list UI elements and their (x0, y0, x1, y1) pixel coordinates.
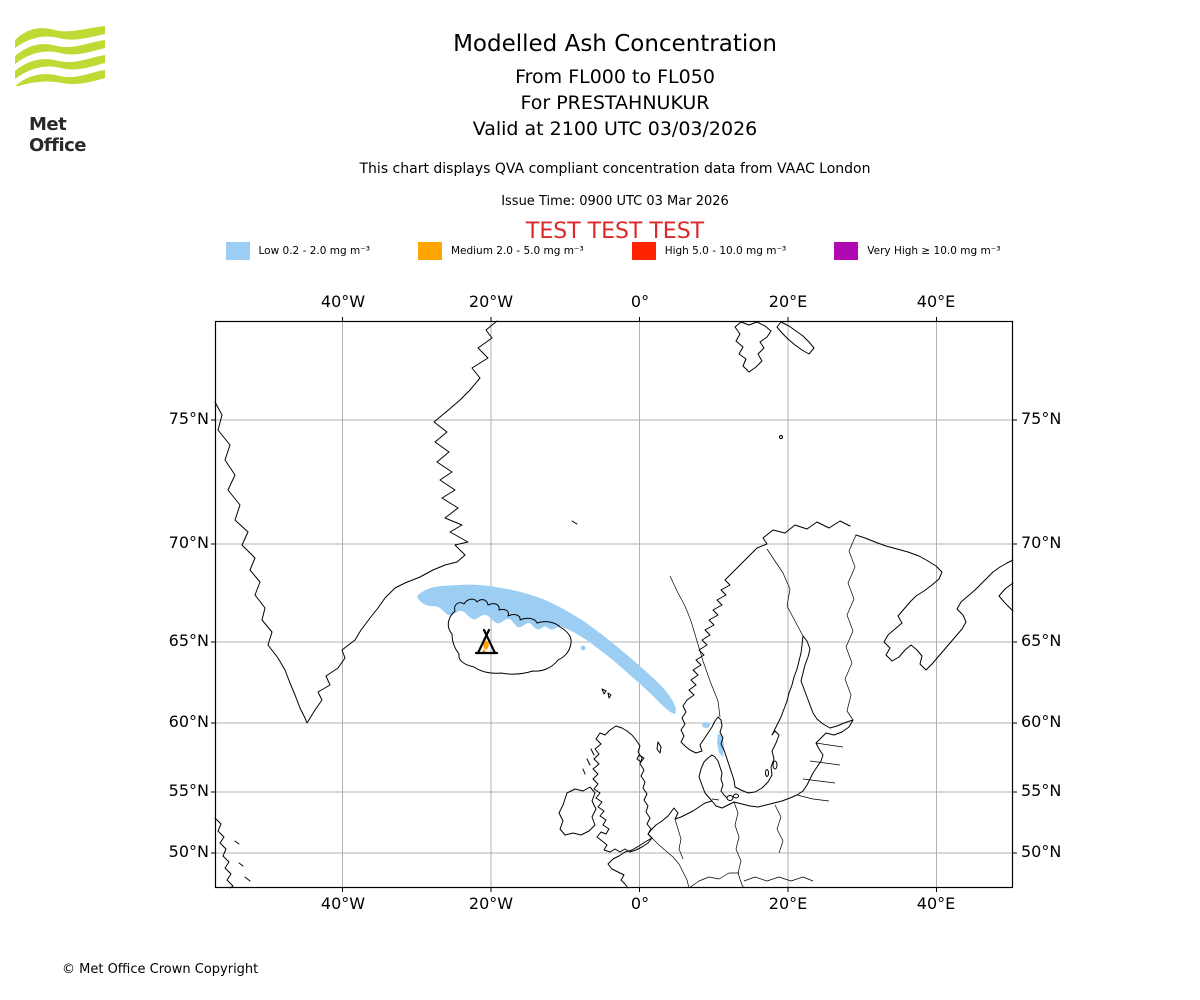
legend-swatch-high-icon (631, 242, 656, 260)
lon-label-bottom-40w: 40°W (320, 894, 366, 913)
coast-orkney (636, 754, 645, 763)
map (211, 317, 1017, 892)
coast-continental-europe (607, 800, 713, 889)
legend-item-low: Low 0.2 - 2.0 mg m⁻³ (225, 242, 370, 260)
legend-item-very-high: Very High ≥ 10.0 mg m⁻³ (834, 242, 1000, 260)
met-office-logo-waves (15, 26, 105, 86)
subtitle-volcano: For PRESTAHNUKUR (520, 92, 710, 114)
coast-denmark-zealand (726, 795, 734, 801)
coast-denmark-funen (733, 793, 739, 799)
country-borders (651, 534, 857, 889)
coast-kola-white-sea (855, 534, 1014, 671)
lon-label-top-40e: 40°E (916, 292, 956, 311)
lon-label-bottom-20w: 20°W (468, 894, 514, 913)
lon-label-bottom-40e: 40°E (916, 894, 956, 913)
coast-labrador (214, 817, 234, 889)
legend-item-medium: Medium 2.0 - 5.0 mg m⁻³ (417, 242, 584, 260)
axis-ticks (211, 317, 1017, 892)
coast-scandinavia (680, 520, 854, 809)
title-block: Modelled Ash Concentration From FL000 to… (190, 30, 1040, 244)
lon-label-top-20w: 20°W (468, 292, 514, 311)
coast-iceland (447, 598, 572, 675)
graticule (215, 321, 1013, 888)
lat-label-right-70n: 70°N (1021, 533, 1062, 552)
test-banner: TEST TEST TEST (525, 219, 705, 244)
coast-great-britain (592, 725, 653, 853)
met-office-logo-label: Met Office (29, 114, 87, 156)
lat-label-right-55n: 55°N (1021, 781, 1062, 800)
coast-svalbard (734, 321, 772, 373)
lon-label-top-40w: 40°W (320, 292, 366, 311)
map-frame (214, 320, 1014, 889)
lat-label-left-70n: 70°N (168, 533, 209, 552)
coast-russia-arm (998, 582, 1014, 612)
map-canvas (211, 317, 1017, 892)
lon-label-bottom-0: 0° (630, 894, 650, 913)
coast-svalbard-east (776, 321, 815, 355)
copyright-notice: © Met Office Crown Copyright (62, 962, 259, 977)
lat-label-left-65n: 65°N (168, 631, 209, 650)
lon-label-top-20e: 20°E (768, 292, 808, 311)
legend-label-low: Low 0.2 - 2.0 mg m⁻³ (258, 245, 370, 257)
lat-label-right-50n: 50°N (1021, 842, 1062, 861)
lat-label-left-75n: 75°N (168, 409, 209, 428)
lon-label-top-0: 0° (630, 292, 650, 311)
subtitle-valid-time: Valid at 2100 UTC 03/03/2026 (472, 118, 758, 140)
lat-label-left-55n: 55°N (168, 781, 209, 800)
lat-label-right-60n: 60°N (1021, 712, 1062, 731)
legend-label-very-high: Very High ≥ 10.0 mg m⁻³ (867, 245, 1001, 257)
legend-swatch-low-icon (225, 242, 250, 260)
met-office-logo: Met Office (15, 26, 105, 156)
ash-plume-low (417, 584, 724, 757)
subtitle-flight-levels: From FL000 to FL050 (515, 66, 715, 88)
volcano-icon (474, 628, 499, 655)
legend-swatch-medium-icon (417, 242, 442, 260)
coastlines (214, 320, 1014, 889)
legend-label-medium: Medium 2.0 - 5.0 mg m⁻³ (450, 245, 584, 257)
page-title: Modelled Ash Concentration (453, 31, 777, 57)
lat-label-left-50n: 50°N (168, 842, 209, 861)
legend-swatch-very-high-icon (834, 242, 859, 260)
coast-labrador-isles (234, 840, 251, 882)
coast-oland (765, 769, 769, 777)
lat-label-left-60n: 60°N (168, 712, 209, 731)
coast-faroe (601, 688, 612, 699)
compliance-note: This chart displays QVA compliant concen… (359, 161, 871, 177)
issue-time: Issue Time: 0900 UTC 03 Mar 2026 (501, 194, 729, 209)
legend-label-high: High 5.0 - 10.0 mg m⁻³ (664, 245, 787, 257)
lat-label-right-75n: 75°N (1021, 409, 1062, 428)
coast-hebrides (582, 748, 595, 775)
coast-shetland (656, 741, 662, 754)
coast-gotland (772, 760, 778, 770)
coast-jan-mayen (571, 520, 578, 525)
coast-ireland (558, 786, 597, 836)
lon-label-bottom-20e: 20°E (768, 894, 808, 913)
coast-denmark (698, 754, 728, 802)
legend-item-high: High 5.0 - 10.0 mg m⁻³ (631, 242, 787, 260)
legend: Low 0.2 - 2.0 mg m⁻³ Medium 2.0 - 5.0 mg… (0, 242, 1200, 260)
coast-bear-island (779, 435, 783, 439)
coast-greenland (214, 320, 498, 724)
lat-label-right-65n: 65°N (1021, 631, 1062, 650)
